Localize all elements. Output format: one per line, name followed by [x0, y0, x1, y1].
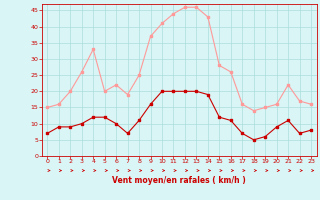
- X-axis label: Vent moyen/en rafales ( km/h ): Vent moyen/en rafales ( km/h ): [112, 176, 246, 185]
